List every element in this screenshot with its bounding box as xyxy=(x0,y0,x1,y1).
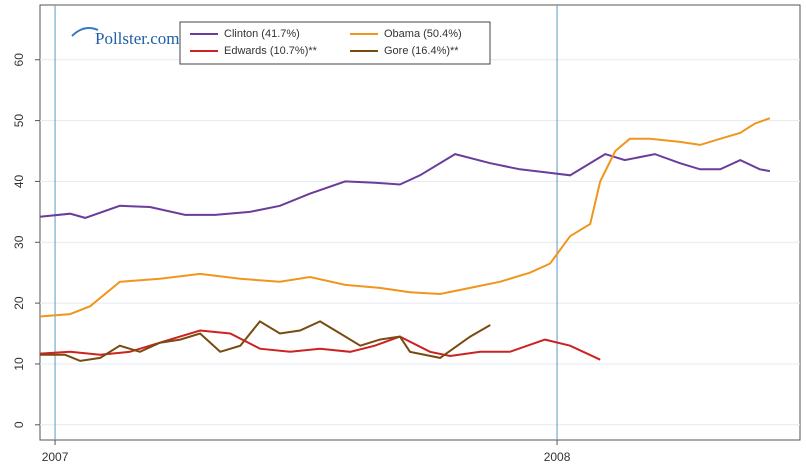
trend-line xyxy=(39,153,771,219)
x-tick-label: 2007 xyxy=(42,450,69,464)
x-tick-label: 2008 xyxy=(544,450,571,464)
logo: Pollster.com xyxy=(95,29,180,48)
y-tick-label: 20 xyxy=(12,296,26,310)
legend-label: Edwards (10.7%)** xyxy=(224,45,318,57)
legend-label: Obama (50.4%) xyxy=(384,28,462,40)
logo-swoosh xyxy=(71,27,99,37)
trend-line xyxy=(39,329,601,361)
legend-label: Clinton (41.7%) xyxy=(224,28,300,40)
y-tick-label: 10 xyxy=(12,357,26,371)
plot-frame xyxy=(39,4,801,441)
y-tick-label: 40 xyxy=(12,174,26,188)
trend-line xyxy=(39,117,771,318)
y-tick-label: 0 xyxy=(12,421,26,428)
y-tick-label: 30 xyxy=(12,235,26,249)
y-tick-label: 50 xyxy=(12,114,26,128)
y-tick-label: 60 xyxy=(12,53,26,67)
trend-line xyxy=(40,320,491,362)
legend-label: Gore (16.4%)** xyxy=(384,45,459,57)
legend-box xyxy=(179,21,491,65)
